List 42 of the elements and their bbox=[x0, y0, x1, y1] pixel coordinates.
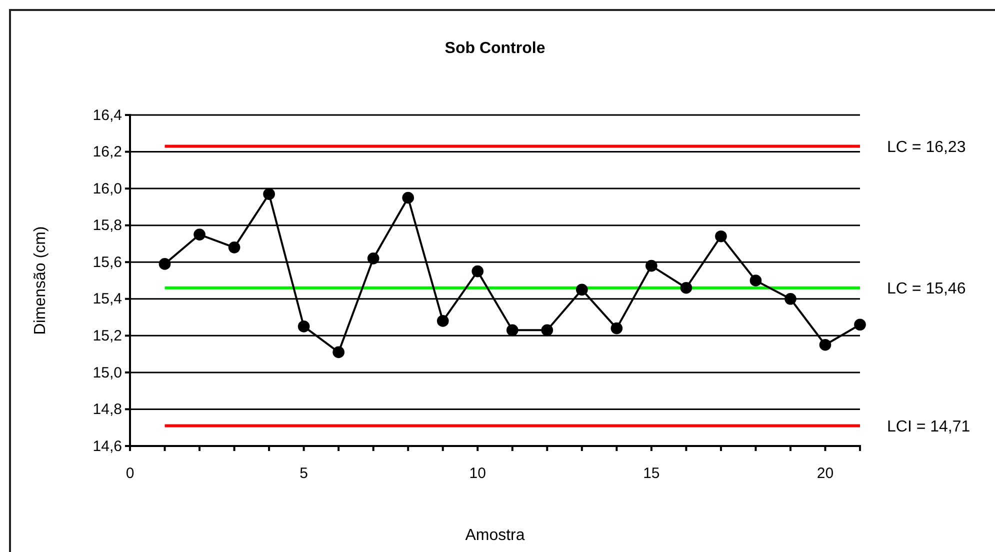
point bbox=[680, 282, 692, 294]
point bbox=[228, 241, 240, 254]
point bbox=[367, 252, 380, 264]
x-tick-label: 5 bbox=[300, 465, 308, 482]
point bbox=[402, 192, 414, 204]
point bbox=[576, 284, 588, 296]
y-tick-label: 16,2 bbox=[92, 144, 122, 161]
point bbox=[298, 320, 310, 332]
x-tick-label: 10 bbox=[469, 465, 486, 482]
point bbox=[715, 230, 727, 242]
y-tick-label: 15,2 bbox=[92, 327, 122, 344]
point bbox=[750, 274, 762, 286]
point bbox=[854, 318, 866, 331]
ref-line-label: LC = 16,23 bbox=[887, 138, 966, 156]
y-tick-label: 15,0 bbox=[92, 364, 122, 382]
x-axis-title: Amostra bbox=[465, 527, 525, 544]
point bbox=[541, 324, 554, 336]
ref-line-label: LCI = 14,71 bbox=[887, 418, 970, 436]
point bbox=[506, 324, 518, 336]
point bbox=[819, 338, 832, 351]
y-tick-label: 15,6 bbox=[92, 254, 122, 271]
chart-title: Sob Controle bbox=[444, 40, 546, 57]
y-tick-label: 16,4 bbox=[92, 106, 122, 124]
x-tick-label: 20 bbox=[816, 465, 834, 482]
y-tick-label: 14,8 bbox=[92, 401, 122, 418]
x-tick-label: 15 bbox=[643, 465, 660, 482]
point bbox=[332, 346, 344, 358]
point bbox=[263, 188, 275, 200]
y-tick-label: 15,8 bbox=[92, 217, 122, 234]
ref-line-label: LC = 15,46 bbox=[887, 280, 966, 298]
point bbox=[436, 315, 449, 327]
point bbox=[784, 292, 796, 305]
y-tick-label: 14,6 bbox=[92, 438, 122, 455]
y-tick-label: 16,0 bbox=[92, 180, 122, 198]
y-axis-title: Dimensão (cm) bbox=[32, 226, 49, 335]
point bbox=[646, 260, 658, 272]
point bbox=[194, 228, 206, 240]
point bbox=[610, 322, 623, 334]
point bbox=[472, 265, 484, 278]
point bbox=[158, 258, 171, 270]
x-tick-label: 0 bbox=[126, 465, 134, 482]
y-tick-label: 15,4 bbox=[92, 290, 122, 308]
